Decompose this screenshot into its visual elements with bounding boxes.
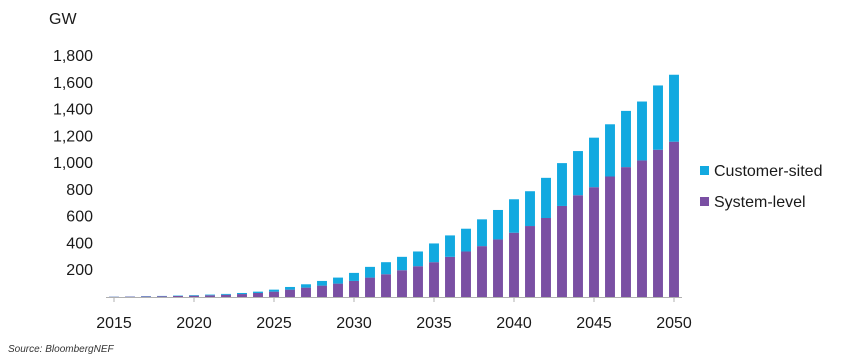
bar-system-level-2017 xyxy=(141,296,151,297)
y-tick-label: 200 xyxy=(66,262,93,279)
x-tick-label: 2035 xyxy=(416,315,452,332)
bar-customer-sited-2035 xyxy=(429,243,439,263)
bar-customer-sited-2026 xyxy=(285,286,295,290)
bar-customer-sited-2043 xyxy=(557,163,567,206)
bar-system-level-2031 xyxy=(365,277,375,297)
legend-swatch-system-level xyxy=(700,197,709,206)
y-tick-label: 1,800 xyxy=(53,48,93,65)
bar-system-level-2043 xyxy=(557,205,567,297)
y-tick-label: 600 xyxy=(66,209,93,226)
bar-system-level-2024 xyxy=(253,292,263,297)
bar-customer-sited-2038 xyxy=(477,219,487,247)
bar-system-level-2033 xyxy=(397,270,407,297)
bar-customer-sited-2030 xyxy=(349,272,359,281)
bar-customer-sited-2023 xyxy=(237,292,247,295)
bar-system-level-2047 xyxy=(621,167,631,297)
bar-system-level-2029 xyxy=(333,283,343,297)
bar-customer-sited-2049 xyxy=(653,85,663,150)
bar-system-level-2032 xyxy=(381,274,391,297)
bar-customer-sited-2033 xyxy=(397,256,407,271)
legend: Customer-sited System-level xyxy=(700,163,822,211)
bar-system-level-2050 xyxy=(669,141,679,297)
legend-swatch-customer-sited xyxy=(700,166,709,175)
bar-customer-sited-2021 xyxy=(205,294,215,296)
bar-system-level-2034 xyxy=(413,266,423,297)
bar-customer-sited-2040 xyxy=(509,199,519,233)
bar-customer-sited-2024 xyxy=(253,291,263,293)
x-tick-label: 2050 xyxy=(656,315,692,332)
bar-customer-sited-2028 xyxy=(317,280,327,286)
y-axis-ticks: 200 400 600 800 1,000 1,200 1,400 1,600 1,800 xyxy=(53,48,93,279)
bar-system-level-2023 xyxy=(237,294,247,297)
y-tick-label: 400 xyxy=(66,235,93,252)
bar-customer-sited-2042 xyxy=(541,177,551,219)
bar-customer-sited-2039 xyxy=(493,209,503,240)
bar-system-level-2030 xyxy=(349,280,359,297)
bar-customer-sited-2044 xyxy=(573,151,583,196)
legend-label-system-level: System-level xyxy=(714,194,806,211)
bar-customer-sited-2045 xyxy=(589,137,599,188)
x-tick-label: 2020 xyxy=(176,315,212,332)
bar-customer-sited-2050 xyxy=(669,74,679,142)
bar-system-level-2022 xyxy=(221,294,231,297)
bar-customer-sited-2048 xyxy=(637,101,647,161)
bar-customer-sited-2020 xyxy=(189,295,199,296)
bar-system-level-2039 xyxy=(493,239,503,297)
bar-customer-sited-2032 xyxy=(381,262,391,275)
bar-system-level-2027 xyxy=(301,287,311,297)
source-note: Source: BloombergNEF xyxy=(8,344,114,355)
bar-customer-sited-2034 xyxy=(413,251,423,267)
bar-customer-sited-2029 xyxy=(333,277,343,284)
bar-system-level-2021 xyxy=(205,295,215,297)
x-axis-ticks: 2015 2020 2025 2030 2035 2040 2045 2050 xyxy=(96,297,692,332)
bar-system-level-2037 xyxy=(461,251,471,297)
bar-system-level-2028 xyxy=(317,285,327,297)
bar-system-level-2040 xyxy=(509,232,519,297)
bar-system-level-2020 xyxy=(189,295,199,297)
bar-customer-sited-2047 xyxy=(621,110,631,168)
x-tick-label: 2030 xyxy=(336,315,372,332)
bar-customer-sited-2041 xyxy=(525,191,535,227)
bar-system-level-2041 xyxy=(525,226,535,297)
bar-system-level-2048 xyxy=(637,160,647,297)
bar-system-level-2018 xyxy=(157,296,167,297)
bar-customer-sited-2022 xyxy=(221,293,231,295)
bar-customer-sited-2036 xyxy=(445,235,455,257)
bar-system-level-2036 xyxy=(445,256,455,297)
y-tick-label: 1,400 xyxy=(53,102,93,119)
bar-system-level-2026 xyxy=(285,289,295,297)
y-axis-unit-label: GW xyxy=(49,11,77,28)
bar-customer-sited-2027 xyxy=(301,284,311,288)
bar-system-level-2042 xyxy=(541,218,551,297)
legend-label-customer-sited: Customer-sited xyxy=(714,163,822,180)
bar-system-level-2046 xyxy=(605,176,615,297)
x-tick-label: 2015 xyxy=(96,315,132,332)
bar-system-level-2038 xyxy=(477,246,487,297)
y-tick-label: 1,600 xyxy=(53,75,93,92)
bar-system-level-2035 xyxy=(429,262,439,297)
bar-customer-sited-2031 xyxy=(365,266,375,278)
bar-system-level-2045 xyxy=(589,187,599,297)
bar-system-level-2025 xyxy=(269,291,279,297)
y-tick-label: 1,000 xyxy=(53,155,93,172)
bar-customer-sited-2037 xyxy=(461,228,471,252)
bar-customer-sited-2025 xyxy=(269,289,279,292)
bars xyxy=(109,74,679,297)
bar-system-level-2044 xyxy=(573,195,583,297)
bar-system-level-2019 xyxy=(173,295,183,297)
x-tick-label: 2025 xyxy=(256,315,292,332)
y-tick-label: 800 xyxy=(66,182,93,199)
x-tick-label: 2045 xyxy=(576,315,612,332)
bar-customer-sited-2046 xyxy=(605,124,615,177)
x-tick-label: 2040 xyxy=(496,315,532,332)
bar-system-level-2049 xyxy=(653,149,663,297)
y-tick-label: 1,200 xyxy=(53,128,93,145)
